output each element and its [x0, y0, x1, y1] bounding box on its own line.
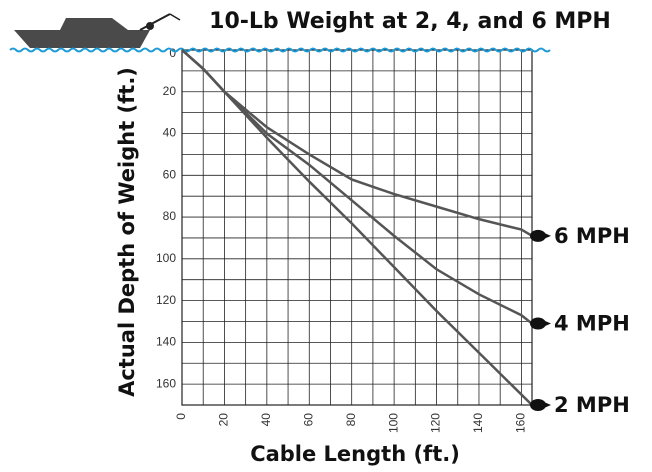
- series-line: [182, 50, 532, 236]
- x-tick-label: 120: [429, 413, 443, 433]
- y-tick-label: 140: [156, 335, 176, 349]
- y-tick-label: 160: [156, 376, 176, 390]
- y-tick-label: 20: [163, 84, 177, 98]
- boat: [14, 14, 180, 48]
- x-tick-label: 0: [174, 413, 188, 420]
- series-line: [182, 50, 532, 405]
- series-label: 2 MPH: [554, 393, 630, 417]
- x-tick-label: 40: [259, 413, 273, 427]
- x-tick-label: 20: [217, 413, 231, 427]
- y-tick-label: 40: [163, 126, 177, 140]
- x-tick-label: 60: [301, 413, 315, 427]
- series-label: 4 MPH: [554, 312, 630, 336]
- x-tick-label: 160: [514, 413, 528, 433]
- series-label: 6 MPH: [554, 224, 630, 248]
- x-axis-label: Cable Length (ft.): [250, 442, 460, 466]
- y-tick-label: 80: [163, 209, 177, 223]
- x-tick-label: 100: [386, 413, 400, 433]
- series-line: [182, 50, 532, 324]
- x-tick-label: 140: [471, 413, 485, 433]
- weight-tip: [544, 233, 551, 239]
- y-tick-label: 60: [163, 167, 177, 181]
- x-tick-label: 80: [344, 413, 358, 427]
- chart: 10-Lb Weight at 2, 4, and 6 MPH Cable Le…: [0, 0, 652, 472]
- weight-tip: [544, 402, 551, 408]
- chart-title: 10-Lb Weight at 2, 4, and 6 MPH: [209, 9, 611, 34]
- y-tick-label: 100: [156, 251, 176, 265]
- weight-marker: [530, 399, 546, 411]
- weight-tip: [544, 321, 551, 327]
- weight-marker: [530, 318, 546, 330]
- y-axis-label: Actual Depth of Weight (ft.): [115, 67, 139, 397]
- y-tick-label: 120: [156, 293, 176, 307]
- weight-marker: [530, 230, 546, 242]
